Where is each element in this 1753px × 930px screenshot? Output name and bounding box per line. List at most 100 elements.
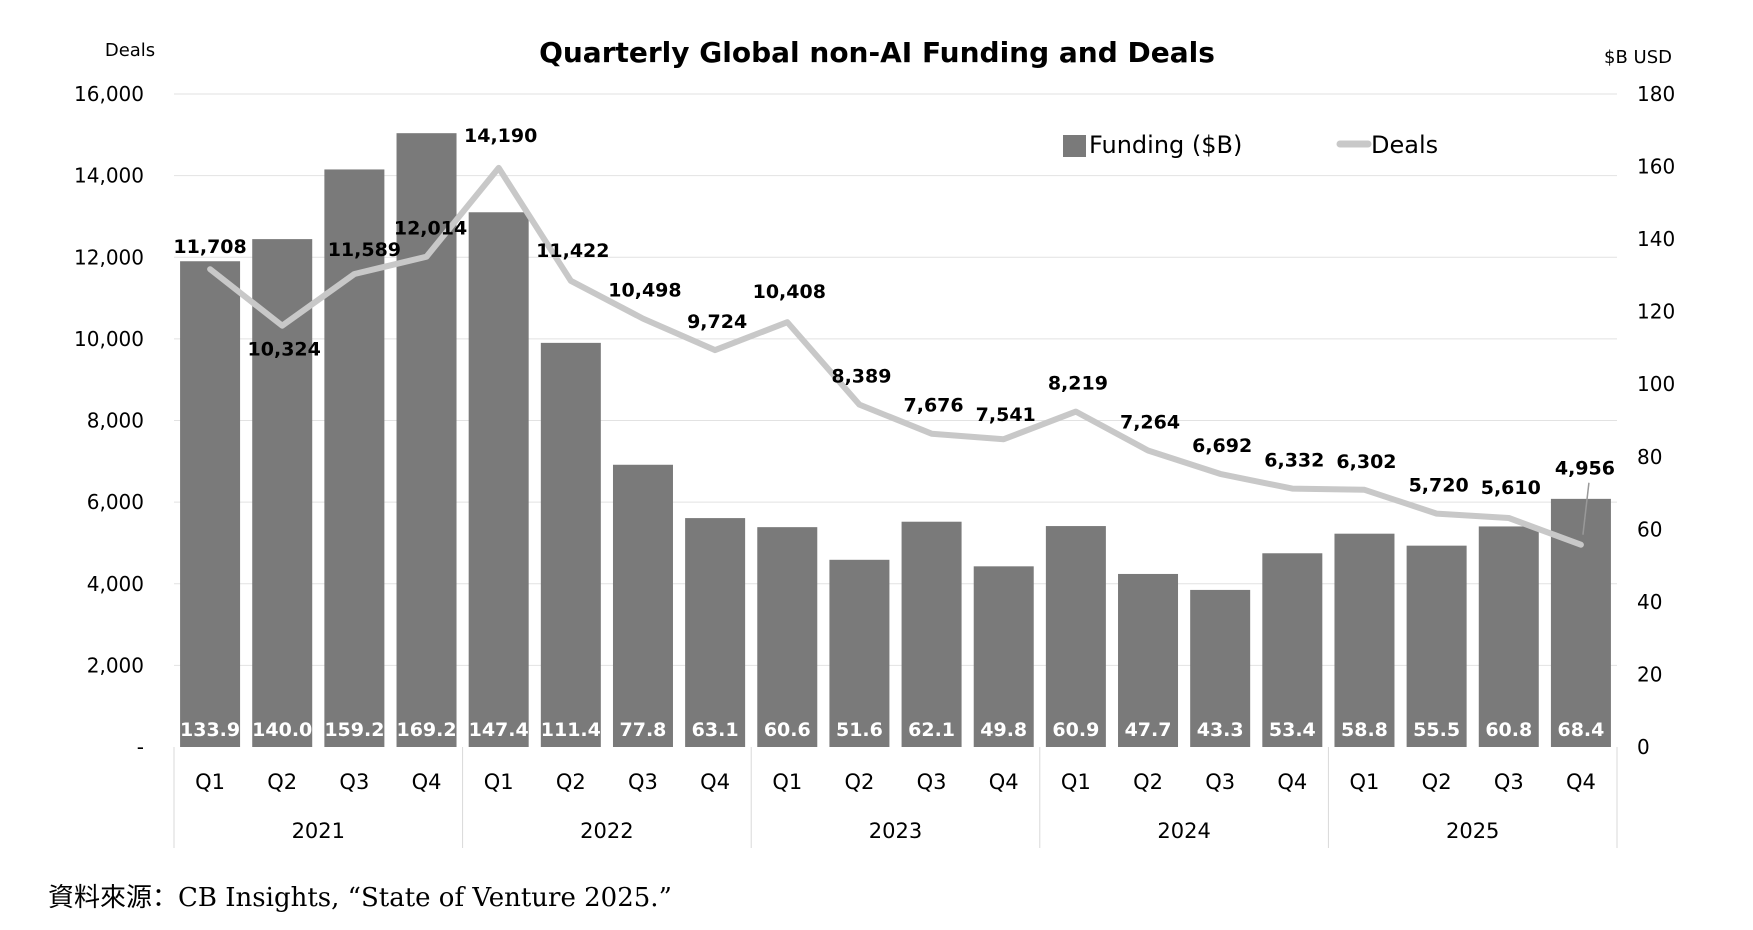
funding-bar — [1045, 526, 1106, 747]
funding-value-label: 169.2 — [396, 719, 456, 741]
deals-value-label: 14,190 — [464, 125, 537, 147]
right-axis-tick: 60 — [1637, 517, 1662, 541]
quarter-label: Q4 — [1277, 770, 1307, 794]
x-axis: Q1 Q2 Q3 Q4 Q1 Q2 Q3 Q4 Q1 Q2 Q3 Q4 Q1 Q2 Q3 Q4 Q1 Q2 Q3 Q4… — [173, 747, 1618, 848]
legend-funding-label: Funding ($B) — [1089, 131, 1242, 159]
deals-line-path — [207, 164, 1584, 548]
funding-value-label: 111.4 — [541, 719, 601, 741]
deals-value-label: 10,408 — [753, 281, 826, 303]
funding-bar — [1406, 545, 1467, 747]
funding-bar — [829, 559, 890, 747]
right-axis-tick: 160 — [1637, 155, 1675, 179]
funding-bar — [324, 169, 385, 748]
deals-value-label: 10,324 — [248, 339, 321, 361]
right-axis-tick: 100 — [1637, 372, 1675, 396]
quarter-label: Q4 — [989, 770, 1019, 794]
funding-bar — [901, 521, 962, 747]
funding-value-label: 68.4 — [1557, 719, 1604, 741]
deals-value-label: 10,498 — [608, 280, 681, 302]
deals-label-leader — [1582, 482, 1590, 535]
deals-value-label: 9,724 — [687, 311, 747, 333]
funding-bar — [180, 261, 241, 747]
funding-bar — [1334, 533, 1395, 747]
left-axis: 16,000 14,000 12,000 10,000 8,000 6,000 4,000 2… — [74, 82, 144, 759]
funding-value-label: 147.4 — [469, 719, 529, 741]
left-axis-tick: 4,000 — [87, 572, 144, 596]
deals-value-label: 11,422 — [536, 240, 609, 262]
funding-value-label: 60.6 — [764, 719, 811, 741]
right-axis-tick: 0 — [1637, 735, 1650, 759]
funding-value-label: 60.8 — [1485, 719, 1532, 741]
left-axis-tick: 12,000 — [74, 245, 144, 269]
quarter-label: Q1 — [772, 770, 802, 794]
funding-value-label: 49.8 — [980, 719, 1027, 741]
source-note: 資料來源：CB Insights, “State of Venture 2025… — [48, 883, 672, 913]
quarter-label: Q3 — [1205, 770, 1235, 794]
right-axis-tick: 40 — [1637, 590, 1662, 614]
left-axis-tick: 6,000 — [87, 490, 144, 514]
funding-value-label: 47.7 — [1125, 719, 1172, 741]
deals-value-label: 6,302 — [1336, 451, 1396, 473]
funding-bar — [468, 212, 529, 747]
quarter-label: Q1 — [484, 770, 514, 794]
deals-value-label: 11,708 — [173, 236, 246, 258]
right-axis-tick: 120 — [1637, 300, 1675, 324]
funding-value-label: 63.1 — [692, 719, 739, 741]
quarter-label: Q4 — [1566, 770, 1596, 794]
funding-value-label: 58.8 — [1341, 719, 1388, 741]
deals-value-label: 6,332 — [1264, 450, 1324, 472]
funding-bar — [1118, 573, 1179, 747]
quarter-label: Q2 — [1133, 770, 1163, 794]
funding-value-label: 51.6 — [836, 719, 883, 741]
right-axis-tick: 80 — [1637, 445, 1662, 469]
legend-funding-swatch — [1063, 135, 1086, 157]
deals-value-label: 5,720 — [1409, 475, 1469, 497]
right-axis-label: $B USD — [1604, 47, 1672, 68]
funding-value-label: 62.1 — [908, 719, 955, 741]
funding-value-label: 43.3 — [1197, 719, 1244, 741]
funding-bar — [252, 239, 313, 747]
funding-value-label: 159.2 — [324, 719, 384, 741]
gridlines — [174, 93, 1617, 666]
funding-value-label: 133.9 — [180, 719, 240, 741]
deals-value-label: 8,219 — [1048, 373, 1108, 395]
quarter-label: Q4 — [700, 770, 730, 794]
left-axis-tick: 14,000 — [74, 164, 144, 188]
funding-value-label: 77.8 — [620, 719, 667, 741]
quarter-label: Q2 — [844, 770, 874, 794]
funding-bar — [1262, 553, 1323, 747]
deals-value-label: 4,956 — [1555, 458, 1615, 480]
year-label: 2021 — [292, 819, 345, 843]
quarter-label: Q1 — [1350, 770, 1380, 794]
right-axis-tick: 20 — [1637, 662, 1662, 686]
chart: 133.9 140.0 159.2 169.2 147.4 111.4 77.8 63.1 60… — [74, 36, 1675, 848]
left-axis-tick: 8,000 — [87, 409, 144, 433]
funding-bar — [973, 566, 1034, 747]
left-axis-tick: - — [137, 735, 144, 759]
funding-value-label: 53.4 — [1269, 719, 1316, 741]
funding-labels: 133.9 140.0 159.2 169.2 147.4 111.4 77.8 63.1 60… — [180, 719, 1604, 741]
left-axis-tick: 10,000 — [74, 327, 144, 351]
funding-value-label: 140.0 — [252, 719, 312, 741]
quarter-label: Q2 — [267, 770, 297, 794]
funding-bar — [612, 464, 673, 747]
right-axis-tick: 140 — [1637, 227, 1675, 251]
funding-bar — [540, 342, 601, 747]
quarter-label: Q3 — [339, 770, 369, 794]
year-label: 2025 — [1446, 819, 1499, 843]
funding-bar — [1478, 526, 1539, 747]
deals-value-label: 6,692 — [1192, 435, 1252, 457]
deals-line — [207, 164, 1584, 548]
left-axis-tick: 2,000 — [87, 653, 144, 677]
chart-title: Quarterly Global non-AI Funding and Deal… — [539, 36, 1215, 69]
right-axis-tick: 180 — [1637, 82, 1675, 106]
legend-deals-label: Deals — [1371, 131, 1438, 159]
quarter-label: Q1 — [195, 770, 225, 794]
deals-value-label: 8,389 — [831, 366, 891, 388]
quarter-label: Q3 — [917, 770, 947, 794]
funding-bar — [1190, 589, 1251, 747]
quarter-label: Q1 — [1061, 770, 1091, 794]
quarter-label: Q2 — [1422, 770, 1452, 794]
funding-bars — [180, 133, 1611, 748]
